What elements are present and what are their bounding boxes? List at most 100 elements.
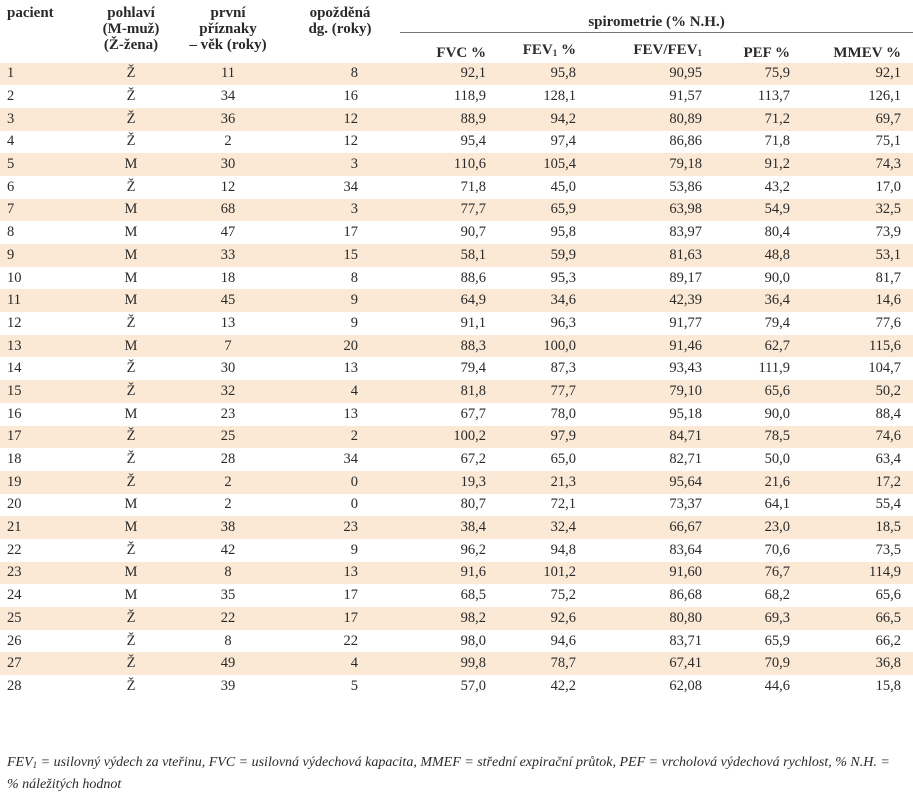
cell-age: 8 (176, 561, 280, 585)
cell-mmev: 15,8 (875, 677, 902, 694)
header-ratio-main: FEV/FEV (633, 41, 698, 58)
table-row: 17 Ž 25 2 100,2 97,9 84,71 78,5 74,6 (0, 425, 913, 449)
cell-mmev: 17,0 (875, 178, 902, 195)
cell-mmev: 63,4 (875, 451, 902, 468)
cell-age: 2 (176, 470, 280, 494)
cell-patient: 22 (7, 541, 22, 558)
cell-sex: Ž (86, 652, 176, 676)
cell-fvc: 58,1 (400, 244, 492, 267)
cell-pef: 50,0 (764, 451, 790, 468)
header-age-line2: příznaky (199, 21, 257, 37)
cell-sex: M (124, 405, 138, 422)
cell-fev-ratio: 53,86 (669, 178, 702, 195)
cell-mmev: 65,6 (875, 587, 902, 604)
cell-sex: M (86, 289, 176, 313)
table-row: 6 Ž 12 34 71,8 45,0 53,86 43,2 17,0 (0, 176, 913, 199)
cell-patient: 5 (0, 153, 86, 176)
footnote-text: = usilovný výdech za vteřinu, FVC = usil… (7, 755, 890, 792)
header-ratio-subscript: 1 (697, 47, 703, 58)
cell-mmev: 69,7 (800, 107, 913, 131)
cell-mmev: 73,9 (875, 224, 902, 241)
cell-mmev: 74,6 (800, 425, 913, 449)
header-delay: opožděná dg. (roky) (280, 0, 400, 63)
cell-sex: Ž (126, 88, 136, 105)
table-row: 9 M 33 15 58,1 59,9 81,63 48,8 53,1 (0, 244, 913, 267)
cell-pef: 90,0 (764, 405, 790, 422)
cell-fev1: 21,3 (492, 470, 584, 494)
cell-age: 2 (224, 133, 232, 150)
cell-pef: 80,4 (764, 224, 790, 241)
cell-sex: M (86, 244, 176, 267)
header-patient: pacient (7, 5, 54, 21)
cell-fev-ratio: 83,97 (669, 224, 702, 241)
cell-fev-ratio: 91,60 (584, 561, 712, 585)
cell-fev-ratio: 80,89 (584, 107, 712, 131)
header-sex-line2: (M-muž) (102, 21, 160, 37)
cell-delay: 3 (280, 153, 400, 176)
cell-delay: 16 (343, 88, 359, 105)
cell-sex: Ž (86, 425, 176, 449)
cell-pef: 69,3 (712, 607, 800, 630)
cell-pef: 70,6 (764, 541, 790, 558)
cell-fvc: 64,9 (400, 289, 492, 313)
cell-sex: Ž (86, 380, 176, 403)
cell-fev1: 97,9 (492, 425, 584, 449)
header-fev1-main: FEV (522, 41, 553, 58)
cell-pef: 90,0 (764, 269, 790, 286)
header-age-line1: první (210, 5, 246, 21)
cell-patient: 4 (7, 133, 15, 150)
cell-fev1: 65,0 (550, 451, 576, 468)
cell-fev1: 72,1 (550, 496, 576, 513)
cell-fev1: 105,4 (492, 153, 584, 176)
cell-fev-ratio: 89,17 (669, 269, 702, 286)
cell-fvc: 110,6 (400, 153, 492, 176)
header-fev-ratio: FEV/FEV1 (584, 33, 712, 63)
table-row: 1 Ž 11 8 92,1 95,8 90,95 75,9 92,1 (0, 62, 913, 86)
table-row: 24 M 35 17 68,5 75,2 86,68 68,2 65,6 (0, 584, 913, 607)
cell-fev1: 94,2 (492, 107, 584, 131)
cell-pef: 79,4 (764, 314, 790, 331)
cell-fev-ratio: 66,67 (584, 516, 712, 539)
cell-sex: Ž (126, 632, 136, 649)
cell-delay: 12 (343, 133, 359, 150)
cell-fvc: 118,9 (453, 88, 486, 105)
cell-fev1: 77,7 (492, 380, 584, 403)
cell-sex: Ž (126, 178, 136, 195)
cell-fvc: 38,4 (400, 516, 492, 539)
cell-fev1: 94,6 (550, 632, 576, 649)
cell-pef: 70,9 (712, 652, 800, 676)
cell-fvc: 88,3 (400, 334, 492, 358)
cell-age: 33 (176, 244, 280, 267)
cell-fev1: 96,3 (550, 314, 576, 331)
table-row: 12 Ž 13 9 91,1 96,3 91,77 79,4 77,6 (0, 312, 913, 335)
table-body: 1 Ž 11 8 92,1 95,8 90,95 75,9 92,1 2 Ž 34 16 118,9 128… (0, 62, 913, 698)
table-row: 14 Ž 30 13 79,4 87,3 93,43 111,9 104,7 (0, 357, 913, 380)
cell-fvc: 95,4 (460, 133, 486, 150)
cell-pef: 91,2 (712, 153, 800, 176)
cell-sex: M (124, 496, 138, 513)
cell-delay: 8 (350, 269, 358, 286)
cell-fev1: 101,2 (492, 561, 584, 585)
cell-mmev: 115,6 (800, 334, 913, 358)
cell-mmev: 18,5 (800, 516, 913, 539)
cell-pef: 21,6 (712, 470, 800, 494)
cell-fev-ratio: 67,41 (584, 652, 712, 676)
cell-fev1: 75,2 (550, 587, 576, 604)
cell-fev1: 42,2 (550, 677, 576, 694)
cell-patient: 7 (0, 198, 86, 222)
cell-delay: 12 (280, 107, 400, 131)
cell-age: 28 (220, 451, 236, 468)
cell-age: 34 (220, 88, 236, 105)
cell-fev1: 32,4 (492, 516, 584, 539)
cell-fev1: 45,0 (550, 178, 576, 195)
cell-fev-ratio: 84,71 (584, 425, 712, 449)
cell-fev-ratio: 95,64 (584, 470, 712, 494)
cell-mmev: 66,5 (800, 607, 913, 630)
cell-fvc: 90,7 (460, 224, 486, 241)
cell-mmev: 88,4 (875, 405, 902, 422)
cell-sex: Ž (126, 451, 136, 468)
cell-fev1: 78,0 (550, 405, 576, 422)
cell-mmev: 36,8 (800, 652, 913, 676)
cell-mmev: 81,7 (875, 269, 902, 286)
cell-patient: 23 (0, 561, 86, 585)
